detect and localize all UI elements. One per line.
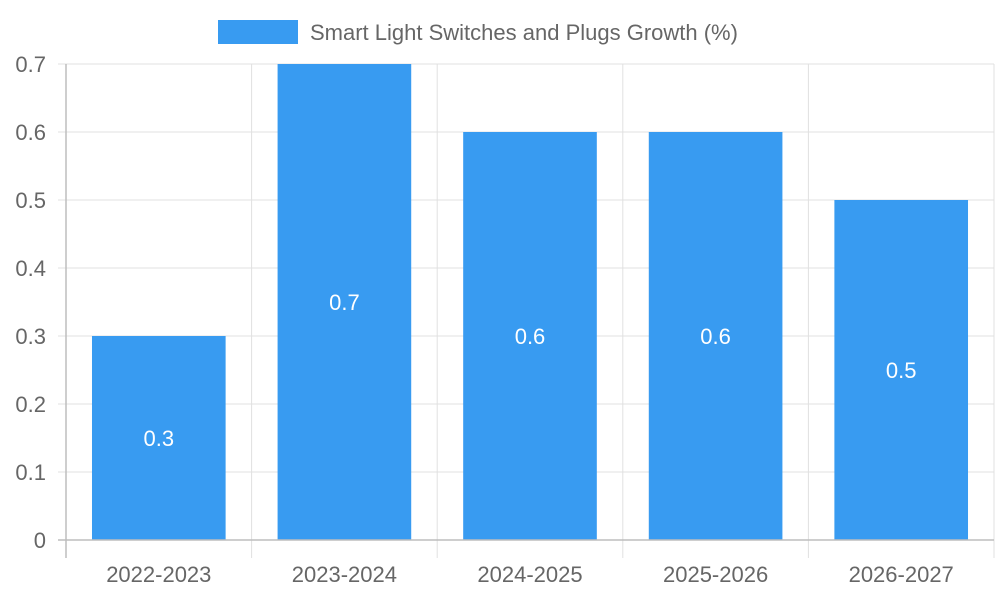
bar-data-label: 0.7 [329, 290, 360, 315]
bar-data-label: 0.5 [886, 358, 917, 383]
y-tick-label: 0.3 [15, 324, 46, 349]
bar-2024-2025[interactable] [463, 132, 597, 540]
bar-2026-2027[interactable] [834, 200, 969, 540]
y-tick-label: 0.5 [15, 188, 46, 213]
y-tick-label: 0.7 [15, 52, 46, 77]
bars: 0.3 0.7 0.6 0.6 0.5 [91, 64, 969, 540]
x-tick-label: 2023-2024 [292, 562, 397, 587]
legend-label[interactable]: Smart Light Switches and Plugs Growth (%… [310, 20, 738, 45]
y-tick-label: 0.1 [15, 460, 46, 485]
x-tick-label: 2022-2023 [106, 562, 211, 587]
bar-data-label: 0.6 [515, 324, 546, 349]
axes: 0 0.1 0.2 0.3 0.4 0.5 0.6 0.7 2022-2023 2023-2024… [15, 52, 994, 587]
y-tick-label: 0 [34, 528, 46, 553]
x-tick-label: 2026-2027 [849, 562, 954, 587]
bar-2023-2024[interactable] [277, 64, 412, 540]
x-tick-label: 2024-2025 [477, 562, 582, 587]
y-tick-label: 0.2 [15, 392, 46, 417]
y-tick-label: 0.4 [15, 256, 46, 281]
x-tick-label: 2025-2026 [663, 562, 768, 587]
bar-data-label: 0.3 [144, 426, 175, 451]
y-tick-label: 0.6 [15, 120, 46, 145]
legend-swatch[interactable] [218, 20, 298, 44]
legend[interactable]: Smart Light Switches and Plugs Growth (%… [218, 20, 738, 45]
bar-2025-2026[interactable] [648, 132, 783, 540]
bar-data-label: 0.6 [700, 324, 731, 349]
bar-2022-2023[interactable] [91, 336, 226, 540]
